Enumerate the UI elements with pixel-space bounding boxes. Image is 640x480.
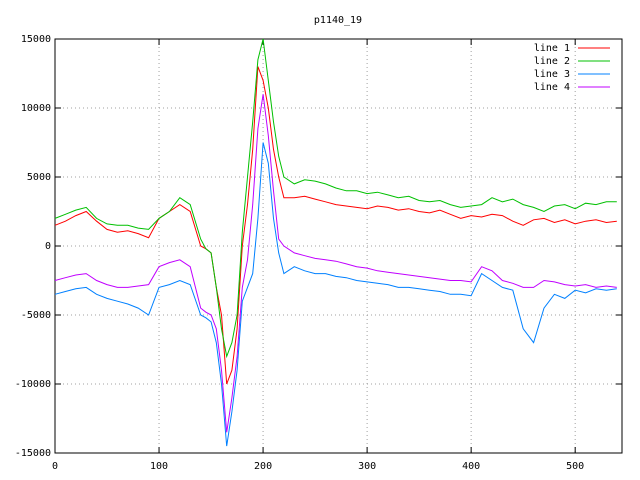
y-tick-label: 5000 bbox=[27, 172, 51, 183]
legend-label: line 3 bbox=[534, 69, 570, 80]
x-tick-label: 500 bbox=[566, 461, 584, 472]
legend-label: line 1 bbox=[534, 43, 570, 54]
chart-title: p1140_19 bbox=[314, 15, 362, 26]
x-tick-label: 100 bbox=[150, 461, 168, 472]
plot-border bbox=[54, 38, 623, 454]
y-tick-label: -15000 bbox=[15, 448, 51, 459]
legend-label: line 4 bbox=[534, 82, 570, 93]
x-tick-label: 400 bbox=[462, 461, 480, 472]
y-tick-label: 10000 bbox=[21, 103, 51, 114]
series-line bbox=[54, 142, 617, 447]
y-tick-label: -10000 bbox=[15, 379, 51, 390]
y-tick-label: 0 bbox=[45, 241, 51, 252]
x-tick-label: 0 bbox=[52, 461, 58, 472]
series-line bbox=[54, 94, 617, 433]
y-tick-label: -5000 bbox=[21, 310, 51, 321]
y-tick-label: 15000 bbox=[21, 34, 51, 45]
legend-label: line 2 bbox=[534, 56, 570, 67]
x-tick-label: 300 bbox=[358, 461, 376, 472]
series-line bbox=[54, 38, 617, 359]
x-tick-label: 200 bbox=[254, 461, 272, 472]
